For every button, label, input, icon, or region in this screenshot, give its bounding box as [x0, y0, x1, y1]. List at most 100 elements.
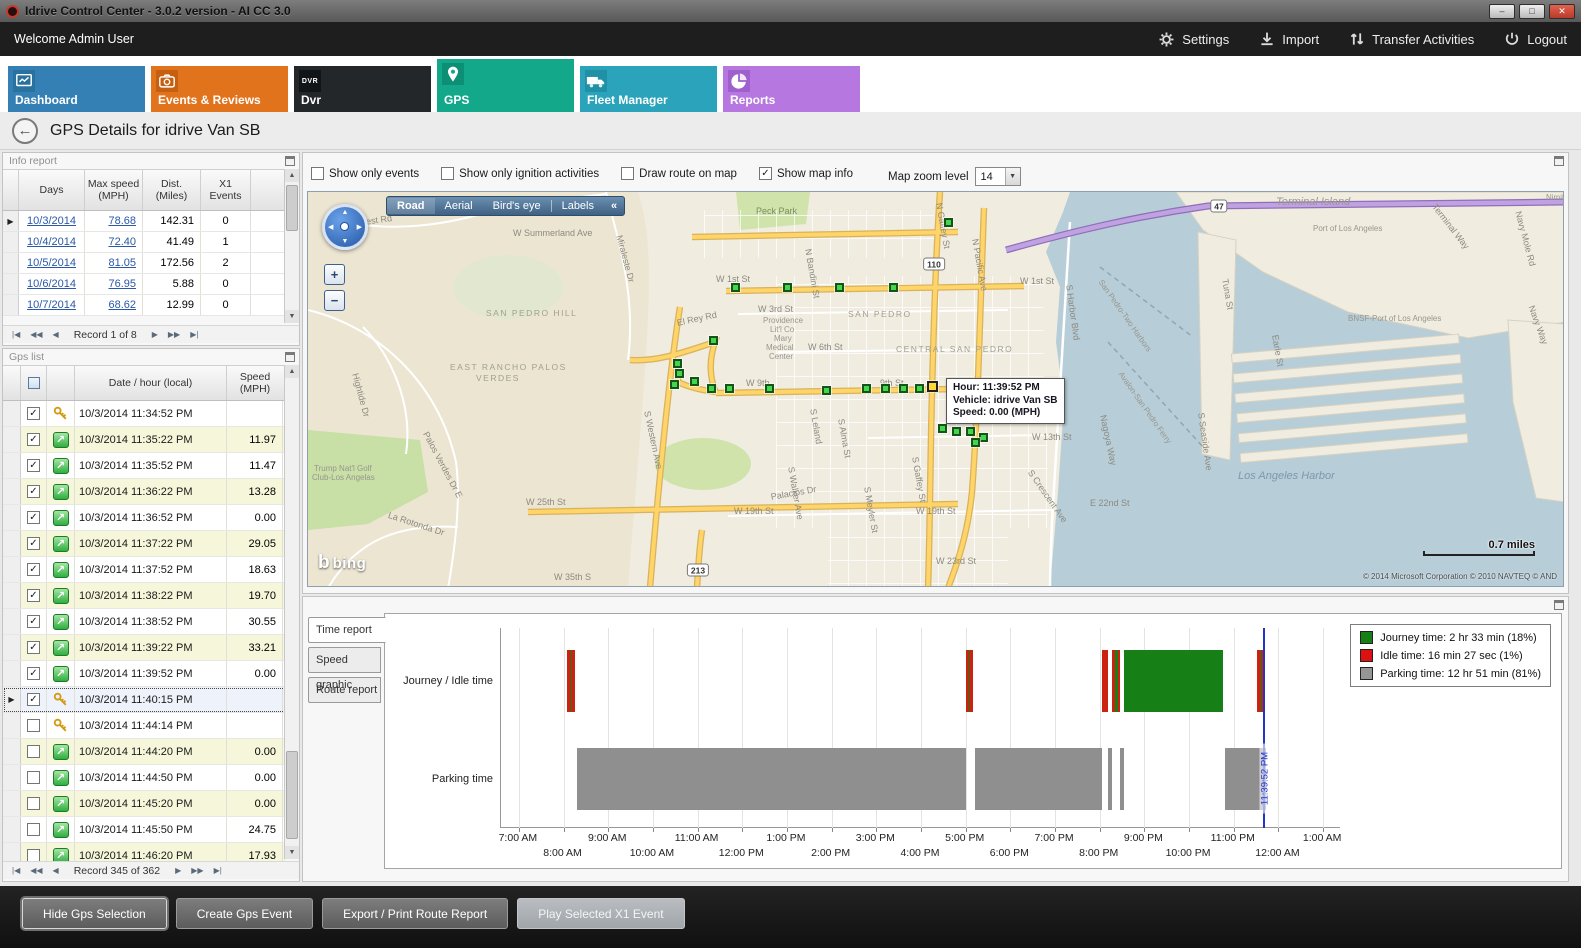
info-max-speed-link[interactable]: 72.40: [85, 232, 143, 252]
gps-row-checkbox[interactable]: ✓: [27, 407, 40, 420]
gps-row[interactable]: ✓ ↗ 10/3/2014 11:37:52 PM 18.63: [3, 557, 286, 583]
map-view-labels[interactable]: Labels: [561, 200, 594, 212]
gps-row[interactable]: ↗ 10/3/2014 11:44:50 PM 0.00: [3, 765, 286, 791]
info-max-speed-link[interactable]: 81.05: [85, 253, 143, 273]
gps-pager-next-page-button[interactable]: ▶▶: [191, 866, 204, 875]
column-header-x1-events[interactable]: X1 Events: [201, 170, 251, 210]
info-report-row[interactable]: 10/4/2014 72.40 41.49 1: [3, 232, 285, 253]
gps-point-marker[interactable]: [725, 384, 734, 393]
info-pager-next-page-button[interactable]: ▶▶: [167, 330, 181, 339]
map-view-road[interactable]: Road: [387, 198, 435, 214]
column-header-speed[interactable]: Speed (MPH): [239, 371, 271, 395]
map-option-show-only-ignition-activities[interactable]: Show only ignition activities: [441, 167, 599, 180]
scroll-down-icon[interactable]: ▼: [285, 846, 299, 859]
gps-row[interactable]: ▶ ✓ 10/3/2014 11:40:15 PM: [3, 687, 286, 713]
map[interactable]: Crest Rd W Summerland Ave Peck Park Mirales…: [307, 191, 1564, 587]
gps-row[interactable]: ✓ ↗ 10/3/2014 11:38:52 PM 30.55: [3, 609, 286, 635]
tab-route-report[interactable]: Route report: [308, 677, 381, 703]
panel-toggle-icon[interactable]: [285, 352, 295, 362]
scrollbar-thumb[interactable]: [286, 751, 298, 839]
tab-dvr[interactable]: DVR Dvr: [294, 66, 431, 112]
gps-point-marker[interactable]: [673, 359, 682, 368]
map-pan-compass[interactable]: ▲ ▼ ◀ ▶: [322, 204, 368, 250]
gps-row-checkbox[interactable]: ✓: [27, 485, 40, 498]
tab-gps[interactable]: GPS: [437, 59, 574, 112]
map-option-show-only-events[interactable]: Show only events: [311, 167, 419, 180]
maximize-button[interactable]: □: [1519, 3, 1545, 19]
gps-point-marker[interactable]: [709, 336, 718, 345]
gps-pager-prev-button[interactable]: ◀: [52, 866, 59, 875]
gps-row-checkbox[interactable]: ✓: [27, 589, 40, 602]
minimize-button[interactable]: –: [1489, 3, 1515, 19]
gps-row-checkbox[interactable]: ✓: [27, 433, 40, 446]
info-days-link[interactable]: 10/4/2014: [19, 232, 85, 252]
hide-gps-selection-button[interactable]: Hide Gps Selection: [22, 898, 167, 929]
select-all-checkbox[interactable]: [21, 366, 47, 400]
gps-point-marker[interactable]: [670, 380, 679, 389]
close-button[interactable]: ✕: [1549, 3, 1575, 19]
info-pager-prev-page-button[interactable]: ◀◀: [30, 330, 43, 339]
scroll-up-icon[interactable]: ▲: [285, 169, 299, 182]
info-max-speed-link[interactable]: 68.62: [85, 295, 143, 315]
scrollbar-thumb[interactable]: [286, 185, 298, 231]
menu-logout[interactable]: Logout: [1504, 31, 1567, 47]
gps-point-marker[interactable]: [979, 433, 988, 442]
column-header-distance[interactable]: Dist. (Miles): [143, 170, 201, 210]
gps-row-checkbox[interactable]: [27, 771, 40, 784]
gps-row[interactable]: ✓ ↗ 10/3/2014 11:35:22 PM 11.97: [3, 427, 286, 453]
info-pager-prev-button[interactable]: ◀: [52, 330, 59, 339]
back-button[interactable]: ←: [12, 117, 38, 144]
gps-pager-next-button[interactable]: ▶: [175, 866, 182, 875]
gps-row[interactable]: ✓ ↗ 10/3/2014 11:36:52 PM 0.00: [3, 505, 286, 531]
gps-row-checkbox[interactable]: ✓: [27, 537, 40, 550]
info-report-row[interactable]: 10/6/2014 76.95 5.88 0: [3, 274, 285, 295]
map-viewbar-collapse[interactable]: «: [611, 200, 618, 212]
gps-point-marker[interactable]: [835, 283, 844, 292]
panel-toggle-icon[interactable]: [285, 156, 295, 166]
pan-left-icon[interactable]: ◀: [328, 224, 334, 231]
panel-toggle-icon[interactable]: [1554, 156, 1564, 166]
gps-row[interactable]: ✓ ↗ 10/3/2014 11:37:22 PM 29.05: [3, 531, 286, 557]
gps-point-marker[interactable]: [690, 377, 699, 386]
menu-settings[interactable]: Settings: [1158, 31, 1229, 48]
gps-point-marker[interactable]: [765, 384, 774, 393]
pan-right-icon[interactable]: ▶: [356, 224, 362, 231]
gps-row[interactable]: ✓ 10/3/2014 11:34:52 PM: [3, 401, 286, 427]
map-option-show-map-info[interactable]: ✓ Show map info: [758, 167, 853, 180]
info-pager-last-button[interactable]: ▶|: [190, 330, 199, 339]
tab-time-report[interactable]: Time report: [308, 617, 386, 643]
zoom-out-button[interactable]: −: [324, 290, 345, 311]
tab-speed-graphic[interactable]: Speed graphic: [308, 647, 381, 691]
gps-point-marker[interactable]: [889, 283, 898, 292]
gps-point-marker[interactable]: [899, 384, 908, 393]
vertical-scrollbar[interactable]: ▲ ▼: [284, 365, 299, 859]
pan-up-icon[interactable]: ▲: [341, 209, 349, 216]
info-days-link[interactable]: 10/7/2014: [19, 295, 85, 315]
scroll-down-icon[interactable]: ▼: [285, 310, 299, 323]
gps-point-marker[interactable]: [938, 424, 947, 433]
column-header-date-hour[interactable]: Date / hour (local): [75, 366, 227, 400]
tab-dashboard[interactable]: Dashboard: [8, 66, 145, 112]
gps-row[interactable]: ✓ ↗ 10/3/2014 11:36:22 PM 13.28: [3, 479, 286, 505]
gps-point-marker[interactable]: [881, 384, 890, 393]
gps-point-marker[interactable]: [966, 427, 975, 436]
menu-import[interactable]: Import: [1259, 31, 1319, 47]
gps-row-checkbox[interactable]: ✓: [27, 615, 40, 628]
tab-fleet-manager[interactable]: Fleet Manager: [580, 66, 717, 112]
info-report-row[interactable]: ▶ 10/3/2014 78.68 142.31 0: [3, 211, 285, 232]
map-zoom-select[interactable]: 14 ▼: [974, 167, 1021, 186]
create-gps-event-button[interactable]: Create Gps Event: [175, 898, 314, 929]
gps-row[interactable]: ↗ 10/3/2014 11:44:20 PM 0.00: [3, 739, 286, 765]
info-days-link[interactable]: 10/3/2014: [19, 211, 85, 231]
vertical-scrollbar[interactable]: ▲ ▼: [284, 169, 299, 323]
gps-pager-last-button[interactable]: ▶|: [213, 866, 222, 875]
gps-row-checkbox[interactable]: ✓: [27, 693, 40, 706]
info-report-row[interactable]: 10/7/2014 68.62 12.99 0: [3, 295, 285, 316]
gps-point-marker[interactable]: [707, 384, 716, 393]
map-view-bird-s-eye[interactable]: Bird's eye: [492, 200, 541, 212]
gps-row-checkbox[interactable]: ✓: [27, 641, 40, 654]
gps-row[interactable]: ✓ ↗ 10/3/2014 11:39:22 PM 33.21: [3, 635, 286, 661]
gps-row-checkbox[interactable]: [27, 797, 40, 810]
selected-gps-marker[interactable]: [927, 381, 938, 392]
gps-row[interactable]: ↗ 10/3/2014 11:45:20 PM 0.00: [3, 791, 286, 817]
